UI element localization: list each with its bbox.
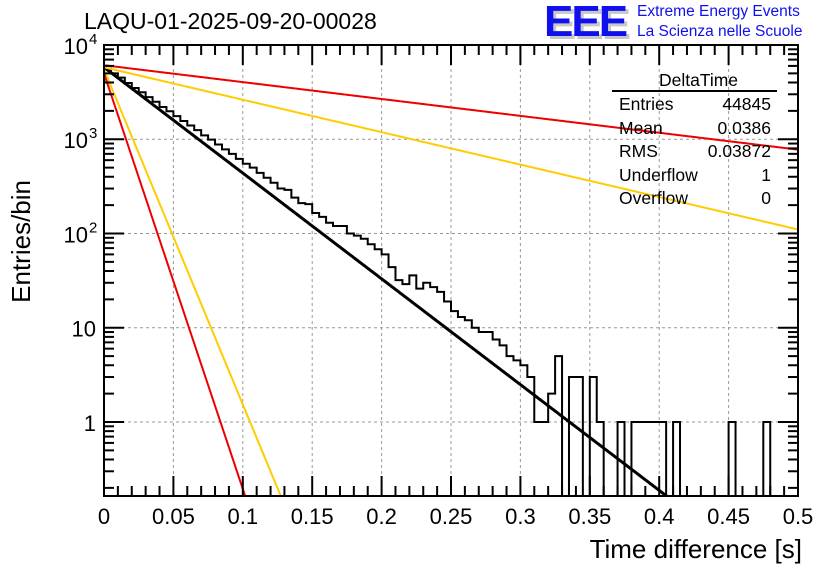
red-slow-curve [104,64,798,151]
histogram [104,67,772,496]
x-tick-label: 0.35 [568,504,611,529]
x-tick-label: 0.2 [366,504,397,529]
y-tick-label: 1 [84,411,96,436]
stats-row-mean: Mean 0.0386 [612,117,777,141]
x-tick-label: 0.25 [430,504,473,529]
logo-line-2: La Scienza nelle Scuole [637,23,803,40]
stats-label: Mean [619,117,663,138]
exponential-fit-curve [104,66,670,496]
y-tick-exponent: 3 [89,125,97,142]
y-tick-label: 10 [72,317,96,342]
x-axis-label: Time difference [s] [589,534,802,564]
stats-value: 0.0386 [717,117,771,138]
stats-box: DeltaTime Entries 44845 Mean 0.0386 RMS … [612,70,777,211]
stats-label: Entries [619,94,674,114]
stats-label: Underflow [619,164,698,185]
stats-row-rms: RMS 0.03872 [612,140,777,164]
red-fast-curve [104,73,247,496]
yellow-slow-curve [104,66,798,231]
stats-value: 44845 [722,94,771,114]
stats-value: 1 [761,164,771,185]
fit-curves [104,64,798,496]
eee-logo-mark: EEE [544,0,628,46]
x-axis: 0 0.05 0.1 0.15 0.2 0.25 0.3 0.35 0.4 0.45 0.5 [98,45,813,529]
y-tick-label: 10 [64,34,88,59]
x-tick-label: 0.3 [505,504,536,529]
x-tick-label: 0 [98,504,110,529]
stats-row-overflow: Overflow 0 [612,187,777,211]
stats-value: 0.03872 [707,141,771,161]
run-title: LAQU-01-2025-09-20-00028 [84,8,377,34]
y-tick-label: 10 [64,128,88,153]
y-axis-label: Entries/bin [6,180,36,303]
histogram-steps [104,67,772,496]
x-tick-label: 0.1 [228,504,259,529]
stats-label: RMS [619,141,658,161]
x-tick-label: 0.05 [152,504,195,529]
y-tick-label: 10 [64,222,88,247]
stats-divider [612,90,777,92]
stats-row-entries: Entries 44845 [612,93,777,117]
stats-row-underflow: Underflow 1 [612,164,777,188]
x-tick-label: 0.5 [783,504,814,529]
stats-title: DeltaTime [658,70,739,90]
stats-label: Overflow [619,188,689,208]
y-tick-exponent: 4 [89,31,97,48]
logo-line-1: Extreme Energy Events [637,3,800,20]
stats-value: 0 [761,188,771,208]
x-tick-label: 0.45 [707,504,750,529]
y-tick-exponent: 2 [89,219,97,236]
x-tick-label: 0.15 [291,504,334,529]
yellow-fast-curve [104,69,282,496]
x-tick-label: 0.4 [644,504,675,529]
